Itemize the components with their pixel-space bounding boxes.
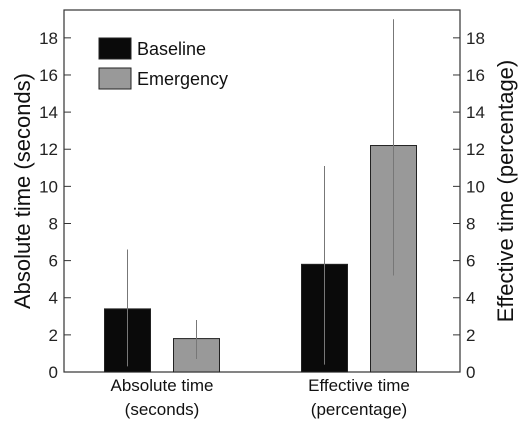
category-label-0: Absolute time (seconds) [111,376,214,419]
category-labels: Absolute time (seconds) Effective time (per… [111,376,410,419]
right-tick-label: 6 [466,252,475,271]
category-label-1: Effective time (percentage) [308,376,410,419]
bars-group [104,19,417,373]
legend-label-baseline: Baseline [137,39,206,59]
left-tick-label: 8 [49,214,58,233]
plot-frame [63,9,461,373]
right-tick-label: 12 [466,140,485,159]
right-tick-label: 2 [466,326,475,345]
right-tick-label: 0 [466,363,475,382]
left-tick-label: 4 [49,289,58,308]
right-tick-label: 8 [466,214,475,233]
right-tick-label: 16 [466,66,485,85]
left-tick-label: 18 [39,29,58,48]
right-axis-title: Effective time (percentage) [493,60,518,323]
left-tick-label: 6 [49,252,58,271]
left-tick-label: 16 [39,66,58,85]
left-tick-label: 14 [39,103,58,122]
right-tick-label: 18 [466,29,485,48]
left-y-axis: 0 2 4 6 8 10 12 14 16 18 [39,29,71,382]
left-tick-label: 10 [39,177,58,196]
legend: Baseline Emergency [98,37,228,90]
right-y-axis: 0 2 4 6 8 10 12 14 16 18 [453,29,485,382]
legend-label-emergency: Emergency [137,69,228,89]
right-tick-label: 14 [466,103,485,122]
left-axis-title: Absolute time (seconds) [10,73,35,309]
left-tick-label: 2 [49,326,58,345]
legend-swatch-baseline [98,37,132,60]
right-tick-label: 10 [466,177,485,196]
right-tick-label: 4 [466,289,475,308]
legend-swatch-emergency [98,67,132,90]
left-tick-label: 12 [39,140,58,159]
left-tick-label: 0 [49,363,58,382]
